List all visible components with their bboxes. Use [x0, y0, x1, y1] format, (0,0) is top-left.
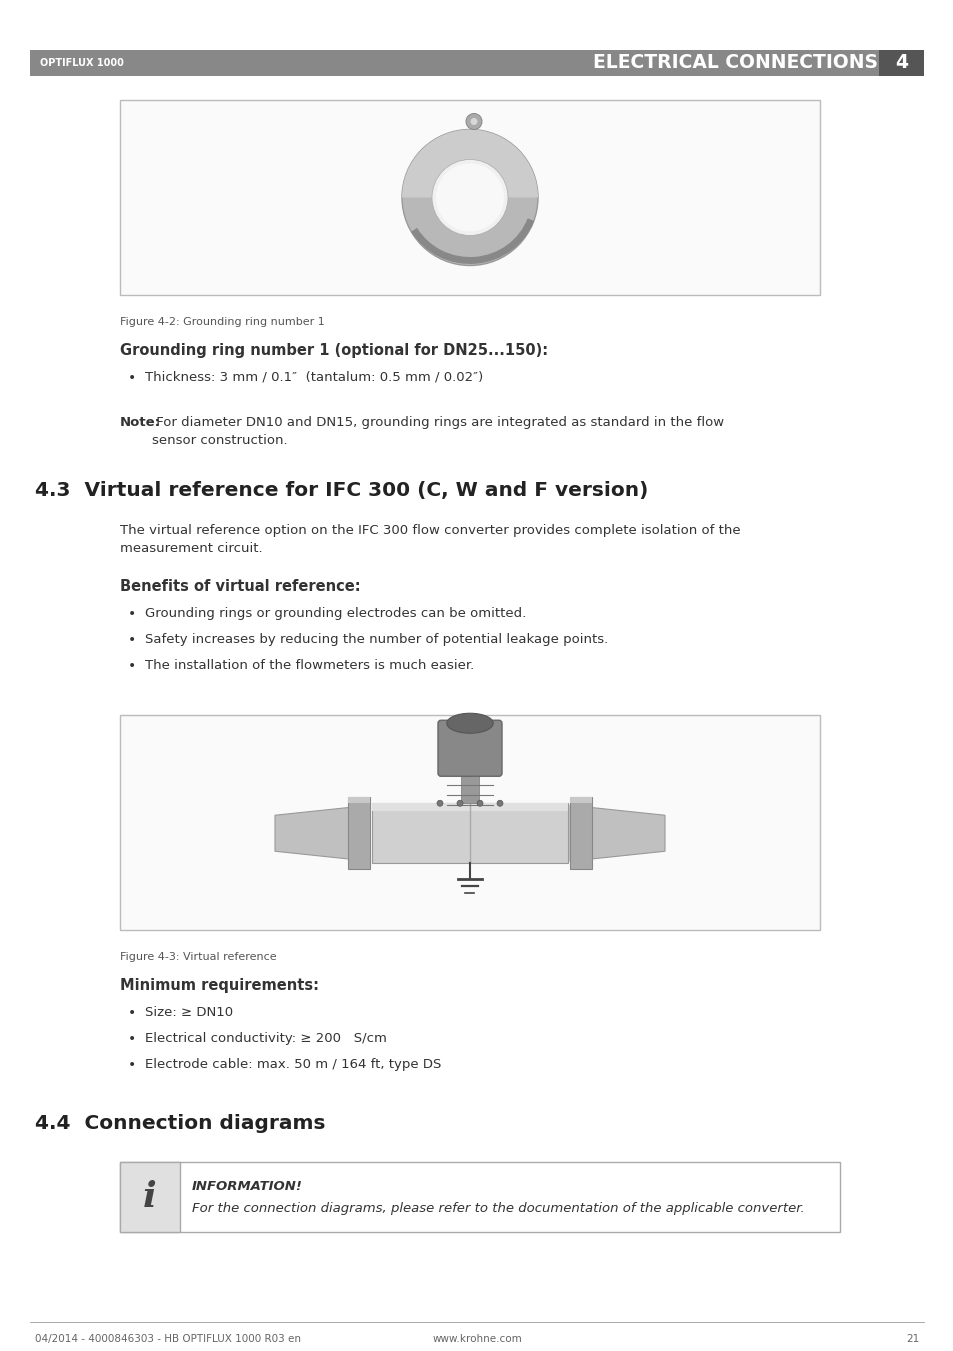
Text: Figure 4-3: Virtual reference: Figure 4-3: Virtual reference — [120, 952, 276, 962]
Circle shape — [401, 130, 537, 266]
Bar — [460, 773, 478, 804]
Bar — [569, 797, 592, 869]
Text: Grounding ring number 1 (optional for DN25...150):: Grounding ring number 1 (optional for DN… — [120, 343, 548, 358]
Bar — [30, 50, 923, 76]
Text: OPTIFLUX 1000: OPTIFLUX 1000 — [40, 58, 124, 68]
Text: •: • — [128, 1058, 136, 1071]
Text: •: • — [128, 607, 136, 621]
Bar — [348, 797, 370, 804]
Text: For diameter DN10 and DN15, grounding rings are integrated as standard in the fl: For diameter DN10 and DN15, grounding ri… — [152, 416, 723, 447]
Bar — [878, 50, 923, 76]
Text: •: • — [128, 1006, 136, 1020]
Text: 4: 4 — [894, 54, 907, 73]
Bar — [120, 1162, 180, 1232]
Bar — [348, 797, 370, 869]
Text: •: • — [128, 634, 136, 647]
Bar — [120, 100, 820, 295]
Polygon shape — [569, 805, 664, 861]
Text: The virtual reference option on the IFC 300 flow converter provides complete iso: The virtual reference option on the IFC … — [120, 524, 740, 555]
Wedge shape — [401, 130, 537, 197]
Text: Figure 4-2: Grounding ring number 1: Figure 4-2: Grounding ring number 1 — [120, 317, 324, 327]
Text: Electrical conductivity: ≥ 200   S/cm: Electrical conductivity: ≥ 200 S/cm — [145, 1032, 387, 1046]
Text: Minimum requirements:: Minimum requirements: — [120, 978, 318, 993]
Text: www.krohne.com: www.krohne.com — [432, 1333, 521, 1344]
Bar — [569, 797, 592, 804]
Circle shape — [497, 800, 502, 807]
Text: 4.3  Virtual reference for IFC 300 (C, W and F version): 4.3 Virtual reference for IFC 300 (C, W … — [35, 481, 648, 500]
Text: •: • — [128, 659, 136, 673]
Circle shape — [436, 163, 503, 231]
Bar — [372, 804, 567, 811]
Text: •: • — [128, 1032, 136, 1046]
Text: Note:: Note: — [120, 416, 161, 430]
Circle shape — [465, 113, 481, 130]
Text: The installation of the flowmeters is much easier.: The installation of the flowmeters is mu… — [145, 659, 474, 671]
Bar — [372, 804, 567, 863]
Text: 21: 21 — [905, 1333, 919, 1344]
Ellipse shape — [446, 713, 493, 734]
Text: ELECTRICAL CONNECTIONS: ELECTRICAL CONNECTIONS — [593, 54, 877, 73]
Text: INFORMATION!: INFORMATION! — [192, 1179, 302, 1193]
Text: i: i — [143, 1179, 156, 1215]
Text: •: • — [128, 372, 136, 385]
FancyBboxPatch shape — [437, 720, 501, 777]
Text: Benefits of virtual reference:: Benefits of virtual reference: — [120, 580, 360, 594]
Text: For the connection diagrams, please refer to the documentation of the applicable: For the connection diagrams, please refe… — [192, 1202, 804, 1215]
Text: Grounding rings or grounding electrodes can be omitted.: Grounding rings or grounding electrodes … — [145, 607, 526, 620]
Circle shape — [476, 800, 482, 807]
Circle shape — [432, 159, 507, 235]
Circle shape — [470, 118, 477, 126]
Bar — [120, 1162, 840, 1232]
Circle shape — [456, 800, 462, 807]
Text: Size: ≥ DN10: Size: ≥ DN10 — [145, 1006, 233, 1019]
Bar — [120, 715, 820, 929]
Text: Safety increases by reducing the number of potential leakage points.: Safety increases by reducing the number … — [145, 634, 608, 646]
Text: Thickness: 3 mm / 0.1″  (tantalum: 0.5 mm / 0.02″): Thickness: 3 mm / 0.1″ (tantalum: 0.5 mm… — [145, 372, 483, 384]
Text: 04/2014 - 4000846303 - HB OPTIFLUX 1000 R03 en: 04/2014 - 4000846303 - HB OPTIFLUX 1000 … — [35, 1333, 301, 1344]
Polygon shape — [274, 805, 370, 861]
Circle shape — [436, 800, 442, 807]
Text: 4.4  Connection diagrams: 4.4 Connection diagrams — [35, 1115, 325, 1133]
Text: Electrode cable: max. 50 m / 164 ft, type DS: Electrode cable: max. 50 m / 164 ft, typ… — [145, 1058, 441, 1071]
